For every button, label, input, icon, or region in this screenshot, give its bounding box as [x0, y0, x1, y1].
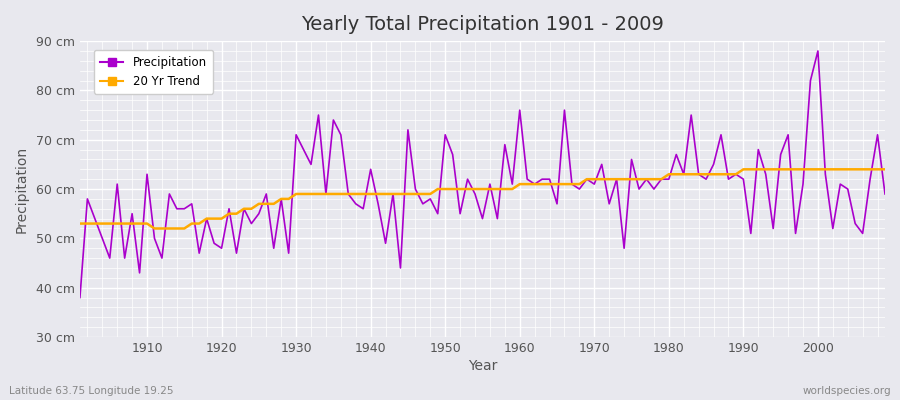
Title: Yearly Total Precipitation 1901 - 2009: Yearly Total Precipitation 1901 - 2009	[301, 15, 664, 34]
Text: worldspecies.org: worldspecies.org	[803, 386, 891, 396]
Y-axis label: Precipitation: Precipitation	[15, 146, 29, 233]
Text: Latitude 63.75 Longitude 19.25: Latitude 63.75 Longitude 19.25	[9, 386, 174, 396]
X-axis label: Year: Year	[468, 359, 497, 373]
Legend: Precipitation, 20 Yr Trend: Precipitation, 20 Yr Trend	[94, 50, 213, 94]
